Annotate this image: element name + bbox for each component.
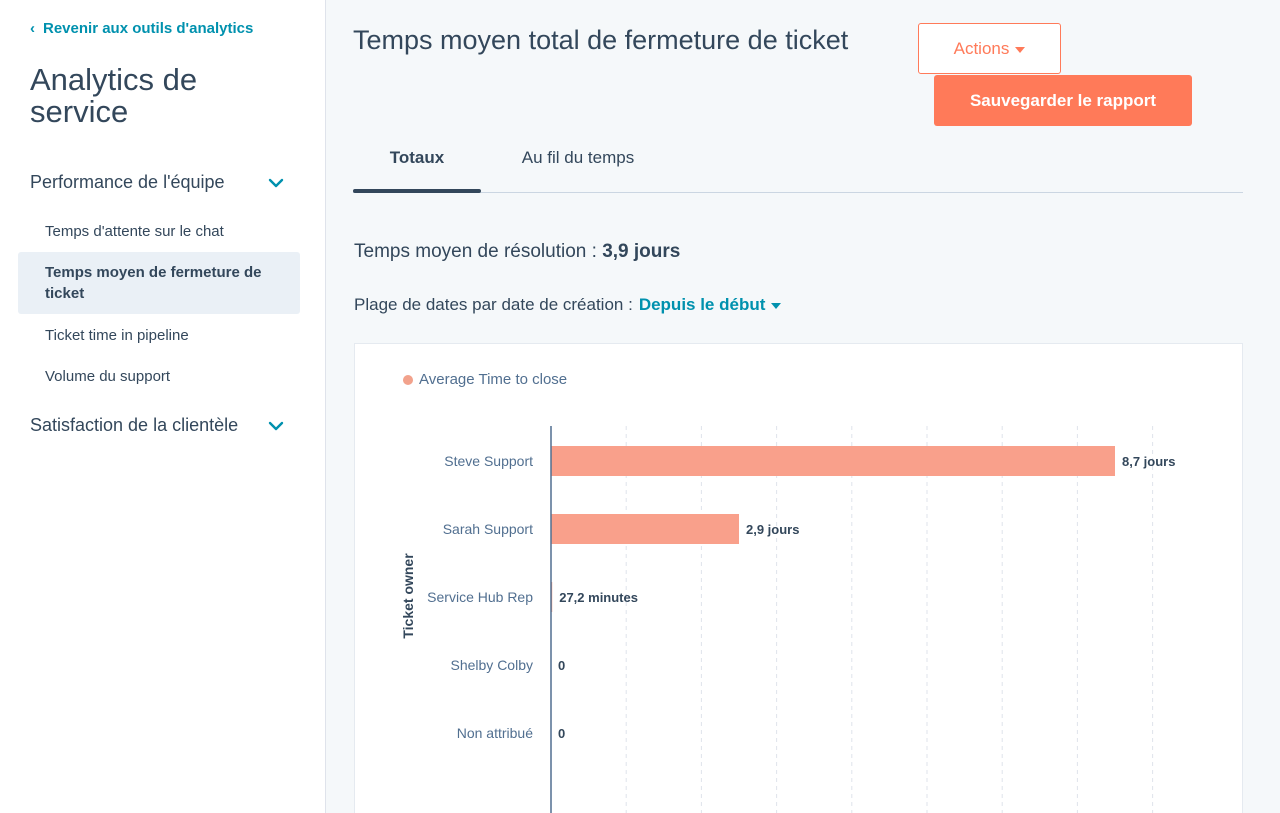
section-team-performance[interactable]: Performance de l'équipe [30, 172, 290, 193]
category-label: Sarah Support [443, 521, 533, 537]
section-label: Performance de l'équipe [30, 172, 225, 192]
save-report-button[interactable]: Sauvegarder le rapport [934, 75, 1192, 126]
average-resolution-metric: Temps moyen de résolution : 3,9 jours [354, 241, 680, 263]
category-label: Shelby Colby [451, 657, 534, 673]
category-label: Steve Support [444, 453, 533, 469]
legend-label: Average Time to close [419, 371, 568, 388]
chart-card: Average Time to close Steve Support 8,7 j… [354, 343, 1243, 813]
sidebar-item-label: Ticket time in pipeline [45, 327, 189, 344]
data-label: 8,7 jours [1122, 454, 1175, 469]
chevron-left-icon: ‹ [30, 20, 35, 37]
sidebar: ‹ Revenir aux outils d'analytics Analyti… [0, 0, 326, 813]
date-range-label: Plage de dates par date de création : [354, 295, 633, 314]
metric-label: Temps moyen de résolution : [354, 241, 597, 262]
section-label: Satisfaction de la clientèle [30, 415, 239, 435]
chart-legend: Average Time to close [403, 371, 567, 388]
legend-swatch [403, 374, 413, 385]
data-label: 0 [558, 658, 565, 673]
tab-over-time[interactable]: Au fil du temps [521, 148, 635, 167]
chart-bar [551, 514, 739, 544]
chart-bar [551, 446, 1115, 476]
sidebar-item-label: Volume du support [45, 368, 171, 385]
sidebar-item-label: Temps moyen de fermeture de ticket [45, 264, 262, 302]
sidebar-item-label: Temps d'attente sur le chat [45, 223, 224, 240]
date-range-value: Depuis le début [638, 295, 766, 314]
sidebar-item-chat-wait-time[interactable]: Temps d'attente sur le chat [18, 221, 300, 242]
main-content: Temps moyen total de fermeture de ticket… [327, 0, 1280, 813]
sidebar-item-support-volume[interactable]: Volume du support [18, 366, 300, 387]
date-range-dropdown[interactable]: Depuis le début [639, 295, 782, 315]
back-link-label: Revenir aux outils d'analytics [43, 20, 254, 37]
sidebar-item-ticket-close-time[interactable]: Temps moyen de fermeture de ticket [18, 252, 300, 314]
report-tabs: Totaux Au fil du temps [353, 130, 1243, 193]
section-customer-satisfaction[interactable]: Satisfaction de la clientèle [30, 415, 290, 436]
tab-totals[interactable]: Totaux [353, 130, 481, 193]
y-axis-title: Ticket owner [400, 553, 416, 639]
date-range-filter: Plage de dates par date de création : De… [354, 295, 782, 315]
page-title: Temps moyen total de fermeture de ticket [353, 25, 849, 55]
actions-label: Actions [953, 38, 1010, 58]
chevron-down-icon [268, 175, 284, 191]
caret-down-icon [1015, 46, 1026, 53]
metric-value: 3,9 jours [602, 241, 681, 262]
actions-button[interactable]: Actions [918, 23, 1061, 74]
caret-down-icon [771, 303, 782, 309]
back-to-analytics-link[interactable]: ‹ Revenir aux outils d'analytics [30, 20, 253, 37]
data-label: 0 [558, 726, 565, 741]
chevron-down-icon [268, 418, 284, 434]
data-label: 27,2 minutes [559, 590, 638, 605]
category-label: Service Hub Rep [427, 589, 533, 605]
data-label: 2,9 jours [746, 522, 799, 537]
sidebar-item-ticket-time-pipeline[interactable]: Ticket time in pipeline [18, 325, 300, 346]
category-label: Non attribué [457, 725, 533, 741]
bar-chart: Steve Support 8,7 jours Sarah Support 2,9 j… [400, 426, 1175, 813]
sidebar-title: Analytics de service [30, 62, 198, 129]
